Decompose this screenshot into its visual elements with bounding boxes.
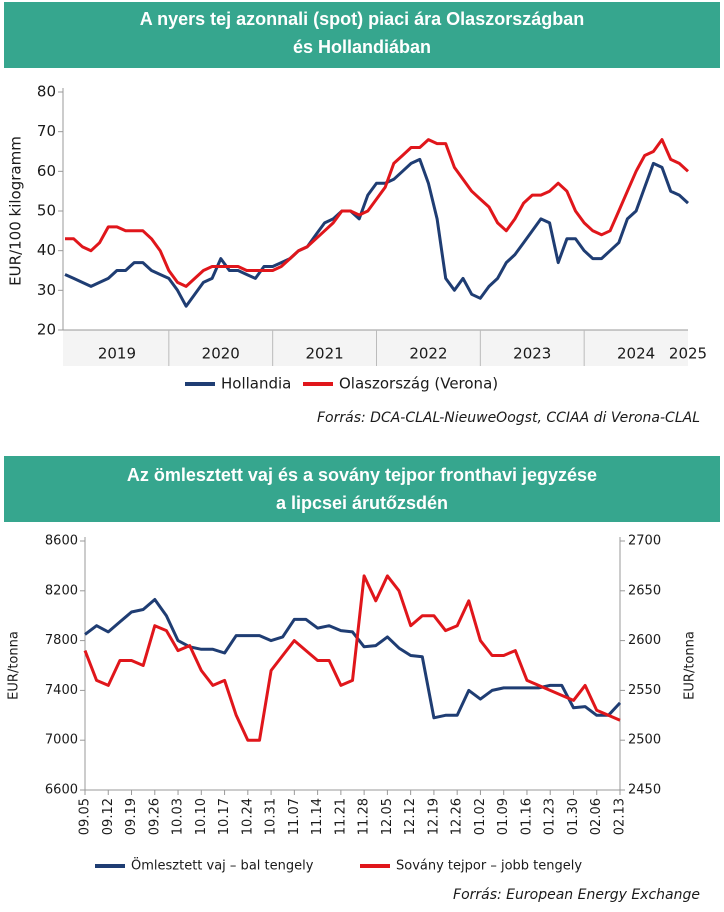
legend-label: Olaszország (Verona) bbox=[339, 375, 498, 393]
x-tick-label: 11.21 bbox=[333, 798, 348, 835]
series-line bbox=[83, 574, 621, 742]
title-bar bbox=[4, 456, 720, 522]
y-tick-label: 40 bbox=[37, 241, 56, 259]
x-tick-label: 2024 bbox=[617, 345, 655, 363]
series-line bbox=[84, 598, 622, 720]
x-tick-label: 10.17 bbox=[217, 798, 232, 835]
y-tick-label: 7400 bbox=[45, 683, 78, 698]
x-tick-label: 2020 bbox=[202, 345, 240, 363]
legend-label: Hollandia bbox=[221, 375, 291, 393]
x-tick-label: 01.30 bbox=[566, 798, 581, 835]
y-tick-label: 20 bbox=[37, 321, 56, 339]
x-tick-label: 01.09 bbox=[496, 798, 511, 835]
y-tick-label: 7800 bbox=[45, 633, 78, 648]
x-tick-label: 10.31 bbox=[264, 798, 279, 835]
x-tick-label: 09.12 bbox=[101, 798, 116, 835]
chart-title: a lipcsei árutőzsdén bbox=[276, 493, 448, 513]
x-tick-label: 01.02 bbox=[473, 798, 488, 835]
x-tick-label: 11.07 bbox=[287, 798, 302, 835]
y-tick-label: 80 bbox=[37, 83, 56, 101]
x-tick-label: 10.24 bbox=[240, 798, 255, 835]
chart-title: Az ömlesztett vaj és a sovány tejpor fro… bbox=[127, 465, 597, 485]
x-tick-label: 10.10 bbox=[194, 798, 209, 835]
x-tick-label: 2023 bbox=[513, 345, 551, 363]
chart-title: A nyers tej azonnali (spot) piaci ára Ol… bbox=[140, 9, 584, 29]
x-tick-label: 12.12 bbox=[403, 798, 418, 835]
y2-tick-label: 2650 bbox=[628, 583, 661, 598]
title-bar bbox=[4, 2, 720, 68]
x-tick-label: 12.19 bbox=[426, 798, 441, 835]
y2-tick-label: 2550 bbox=[628, 683, 661, 698]
y-axis-label: EUR/100 kilogramm bbox=[7, 136, 25, 286]
x-tick-label: 01.23 bbox=[543, 798, 558, 835]
x-tick-label: 12.05 bbox=[380, 798, 395, 835]
series-line bbox=[64, 157, 690, 308]
source-note: Forrás: DCA-CLAL-NieuweOogst, CCIAA di V… bbox=[317, 410, 700, 426]
y-tick-label: 6600 bbox=[45, 783, 78, 798]
x-tick-label: 2025 bbox=[669, 345, 707, 363]
series-line bbox=[65, 138, 690, 288]
y-tick-label: 70 bbox=[37, 122, 56, 140]
y2-tick-label: 2600 bbox=[628, 633, 661, 648]
y2-tick-label: 2500 bbox=[628, 733, 661, 748]
y-tick-label: 60 bbox=[37, 162, 56, 180]
legend-label: Ömlesztett vaj – bal tengely bbox=[131, 857, 314, 874]
y-tick-label: 8200 bbox=[45, 583, 78, 598]
x-tick-label: 09.19 bbox=[124, 798, 139, 835]
y-tick-label: 8600 bbox=[45, 534, 78, 549]
x-tick-label: 2019 bbox=[98, 345, 136, 363]
y-tick-label: 50 bbox=[37, 202, 56, 220]
x-tick-label: 2022 bbox=[409, 345, 447, 363]
x-tick-label: 12.26 bbox=[450, 798, 465, 835]
y-tick-label: 7000 bbox=[45, 733, 78, 748]
chart-title: és Hollandiában bbox=[293, 37, 431, 57]
x-tick-label: 10.03 bbox=[171, 798, 186, 835]
x-tick-label: 2021 bbox=[305, 345, 343, 363]
y2-tick-label: 2700 bbox=[628, 534, 661, 549]
x-tick-label: 01.16 bbox=[519, 798, 534, 835]
x-tick-label: 09.26 bbox=[147, 798, 162, 835]
y-tick-label: 30 bbox=[37, 281, 56, 299]
y2-axis-label: EUR/tonna bbox=[683, 631, 698, 700]
x-axis-band bbox=[63, 330, 688, 366]
x-tick-label: 11.28 bbox=[357, 798, 372, 835]
y-axis-label: EUR/tonna bbox=[7, 631, 22, 700]
x-tick-label: 02.06 bbox=[589, 798, 604, 835]
x-tick-label: 09.05 bbox=[78, 798, 93, 835]
legend-label: Sovány tejpor – jobb tengely bbox=[396, 859, 582, 874]
x-tick-label: 11.14 bbox=[310, 798, 325, 835]
x-tick-label: 02.13 bbox=[613, 798, 628, 835]
y2-tick-label: 2450 bbox=[628, 783, 661, 798]
source-note: Forrás: European Energy Exchange bbox=[453, 887, 700, 903]
